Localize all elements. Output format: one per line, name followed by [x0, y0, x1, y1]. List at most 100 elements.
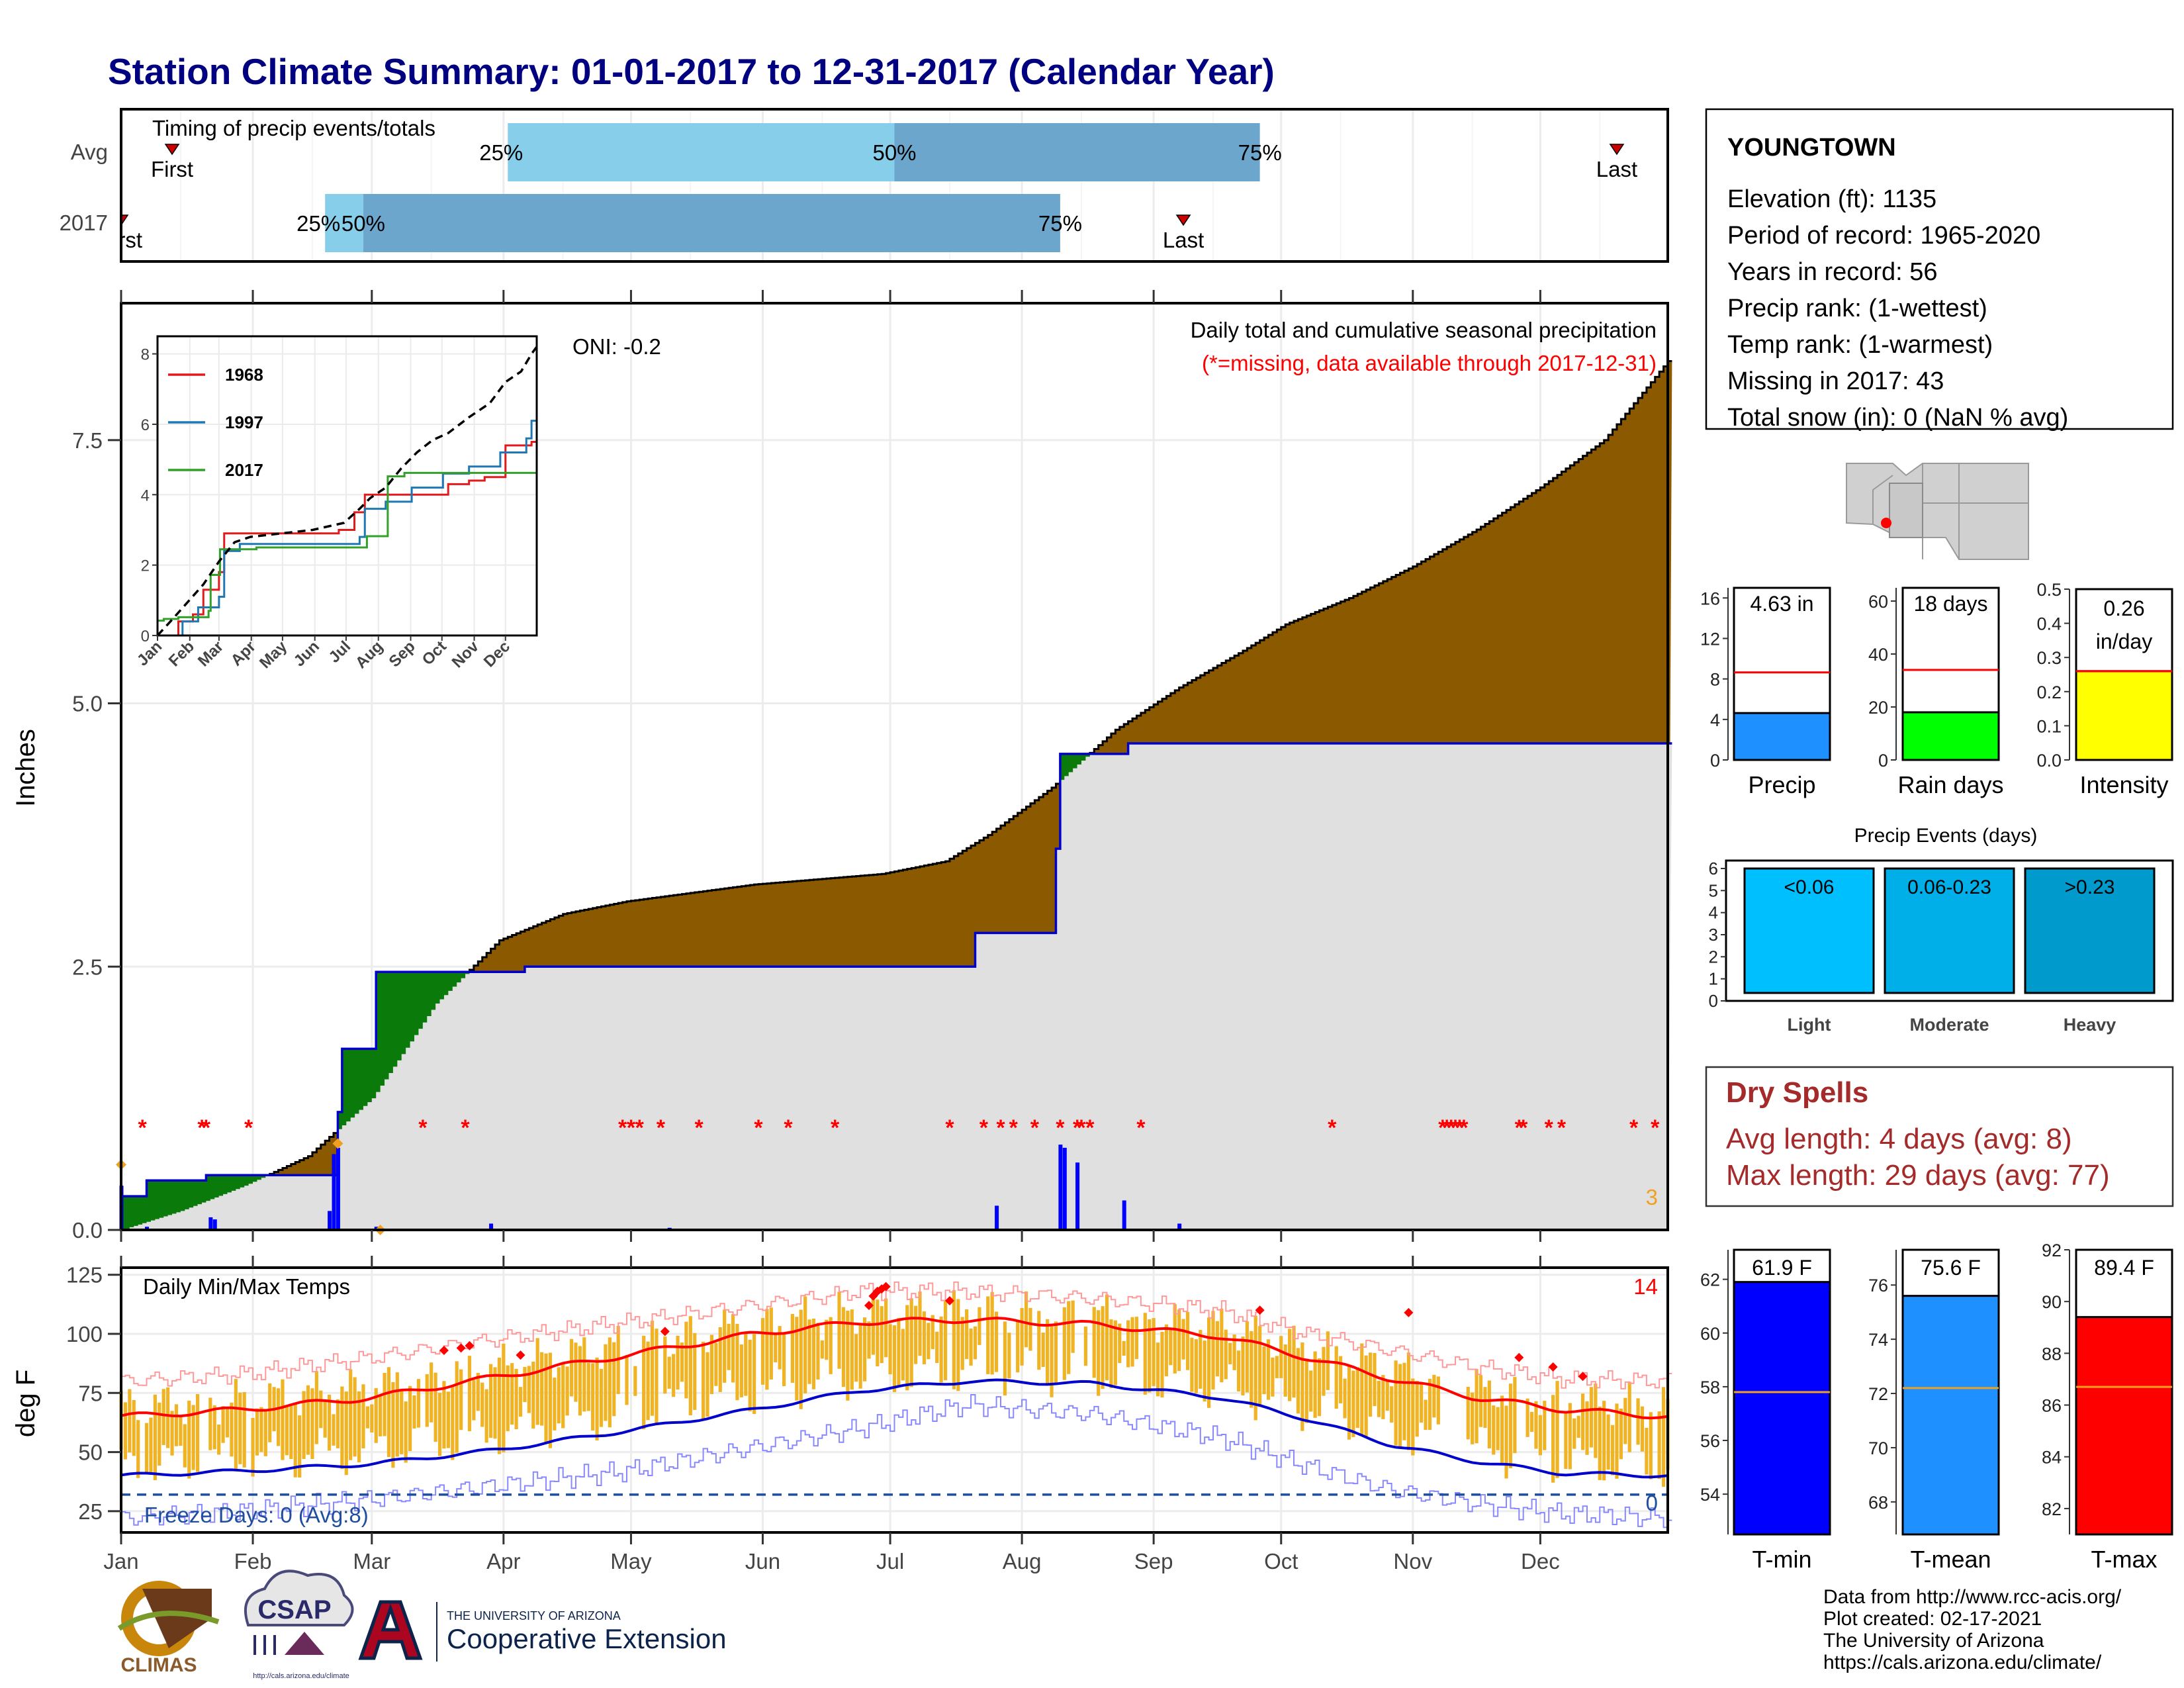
timing-p25-label: 25%: [296, 211, 340, 236]
missing-day-marker: *: [1443, 1115, 1452, 1141]
missing-day-marker: *: [1557, 1115, 1567, 1141]
missing-day-marker: *: [202, 1115, 211, 1141]
missing-day-marker: *: [831, 1115, 840, 1141]
record-high-point: [456, 1343, 466, 1353]
record-high-point: [1578, 1372, 1588, 1382]
timing-bar-p50-p75: [894, 123, 1260, 181]
missing-day-marker: *: [197, 1115, 206, 1141]
daily-precip-bar: [374, 1227, 379, 1230]
mini-bar-tick-label: 82: [2042, 1499, 2062, 1519]
mini-bar-tick-label: 90: [2042, 1292, 2062, 1312]
freeze-days-label: Freeze Days: 0 (Avg:8): [144, 1503, 369, 1527]
timing-p75-label: 75%: [1238, 140, 1282, 165]
daily-precip-bar: [336, 1147, 340, 1230]
mini-bar-tick-label: 58: [1700, 1378, 1720, 1397]
events-category-label: Light: [1788, 1015, 1831, 1035]
dry-spells-title: Dry Spells: [1726, 1076, 1868, 1109]
missing-day-marker: *: [754, 1115, 763, 1141]
temp-y-tick-label: 50: [78, 1440, 103, 1465]
record-high-point: [465, 1340, 475, 1350]
obs-cumulative-line: [121, 742, 1672, 1197]
mini-bar-label: T-max: [2091, 1546, 2157, 1573]
inset-legend-label: 1997: [225, 412, 263, 432]
record-min-line: [121, 1394, 1672, 1528]
temps-panel-title: Daily Min/Max Temps: [143, 1274, 350, 1299]
mini-bar-tick-label: 74: [1868, 1330, 1888, 1350]
dry-spells-box: Dry Spells Avg length: 4 days (avg: 8) M…: [1705, 1066, 2174, 1207]
daily-precip-bar: [1062, 1147, 1067, 1230]
daily-precip-bar: [332, 1154, 336, 1230]
csap-logo-text: CSAP: [257, 1595, 331, 1624]
mini-bar-intensity: [2075, 670, 2173, 761]
mini-bar-tick-label: 0: [1878, 751, 1888, 771]
timing-first-label: First: [100, 228, 142, 252]
mini-bar-value: 75.6 F: [1921, 1256, 1981, 1280]
mini-bar-tick-label: 84: [2042, 1448, 2062, 1468]
above-average-area: [121, 753, 1090, 1230]
daily-precip-bar: [1075, 1162, 1080, 1230]
events-category-label: Heavy: [2064, 1015, 2116, 1035]
missing-day-marker: *: [1073, 1115, 1082, 1141]
university-of-arizona-logo: THE UNIVERSITY OF ARIZONA Cooperative Ex…: [358, 1600, 727, 1662]
missing-day-marker: *: [1009, 1115, 1019, 1141]
missing-day-marker: *: [784, 1115, 793, 1141]
mini-bar-tick-label: 68: [1868, 1493, 1888, 1513]
daily-precip-bar: [328, 1211, 332, 1230]
month-tick-label: Jun: [745, 1549, 780, 1573]
missing-day-marker: *: [1447, 1115, 1456, 1141]
missing-day-marker: *: [635, 1115, 645, 1141]
inset-average-line: [156, 346, 538, 637]
missing-day-marker: *: [1056, 1115, 1065, 1141]
mini-bar-tick-label: 8: [1710, 670, 1720, 690]
climas-logo-text: CLIMAS: [121, 1654, 197, 1676]
missing-day-marker: *: [1515, 1115, 1524, 1141]
missing-day-marker: *: [1459, 1115, 1469, 1141]
missing-day-marker: *: [657, 1115, 666, 1141]
daily-precip-bar: [145, 1227, 150, 1230]
mini-bar-tick-label: 92: [2042, 1241, 2062, 1260]
month-tick-label: Nov: [1393, 1549, 1432, 1573]
mini-bar-label: Intensity: [2079, 771, 2168, 798]
events-y-tick-label: 1: [1709, 969, 1718, 989]
mini-bar-value: in/day: [2096, 630, 2152, 653]
record-high-point: [944, 1296, 954, 1305]
station-line: Temp rank: (1-warmest): [1727, 331, 1993, 359]
timing-first-marker: [121, 214, 129, 226]
mini-bar-tick-label: 60: [1700, 1324, 1720, 1344]
temp-y-tick-label: 75: [78, 1381, 103, 1405]
month-tick-label: Sep: [1134, 1549, 1173, 1573]
month-tick-label: Feb: [234, 1549, 272, 1573]
timing-label: Timing of precip events/totals: [152, 116, 435, 140]
mini-bar-tick-label: 72: [1868, 1384, 1888, 1404]
record-high-point: [439, 1346, 449, 1355]
mini-bar-tick-label: 62: [1700, 1270, 1720, 1290]
station-line: Total snow (in): 0 (NaN % avg): [1727, 404, 2068, 432]
climas-logo: CLIMAS: [117, 1581, 220, 1676]
record-high-count: 14: [1633, 1274, 1658, 1299]
missing-day-marker: *: [618, 1115, 627, 1141]
mini-bar-tick-label: 40: [1868, 645, 1888, 665]
credits: Data from http://www.rcc-acis.org/ Plot …: [1823, 1586, 2122, 1673]
station-info-box: YOUNGTOWN Elevation (ft): 1135 Period of…: [1705, 108, 2174, 432]
temp-y-tick-label: 25: [78, 1499, 103, 1524]
timing-last-label: Last: [1596, 157, 1637, 181]
timing-row-label-2017: 2017: [60, 211, 108, 235]
temperature-panel: 25 50 75 100 125 Jan Feb Mar Apr May Jun Jul Aug Sep…: [11, 1230, 1672, 1573]
temps-y-axis-title: deg F: [11, 1370, 40, 1437]
precip-panel-title: Daily total and cumulative seasonal prec…: [1191, 318, 1657, 342]
missing-day-marker: *: [461, 1115, 470, 1141]
timing-bar-p50-p75: [363, 194, 1060, 252]
mini-bar-tick-label: 70: [1868, 1438, 1888, 1458]
missing-day-marker: *: [1629, 1115, 1639, 1141]
events-y-tick-label: 6: [1709, 859, 1718, 878]
mini-bar-label: Precip: [1748, 771, 1815, 798]
mini-bar-tick-label: 4: [1710, 710, 1720, 730]
locator-map-icon: [1842, 461, 2034, 563]
precip-panel-subtitle: (*=missing, data available through 2017-…: [1202, 351, 1657, 375]
obs-cumulative-area: [121, 743, 1672, 1230]
timing-p25-label: 25%: [479, 140, 523, 165]
timing-p50-label: 50%: [872, 140, 916, 165]
missing-day-marker: *: [1545, 1115, 1554, 1141]
events-bar-label: >0.23: [2065, 876, 2115, 898]
month-tick-label: Jan: [103, 1549, 138, 1573]
